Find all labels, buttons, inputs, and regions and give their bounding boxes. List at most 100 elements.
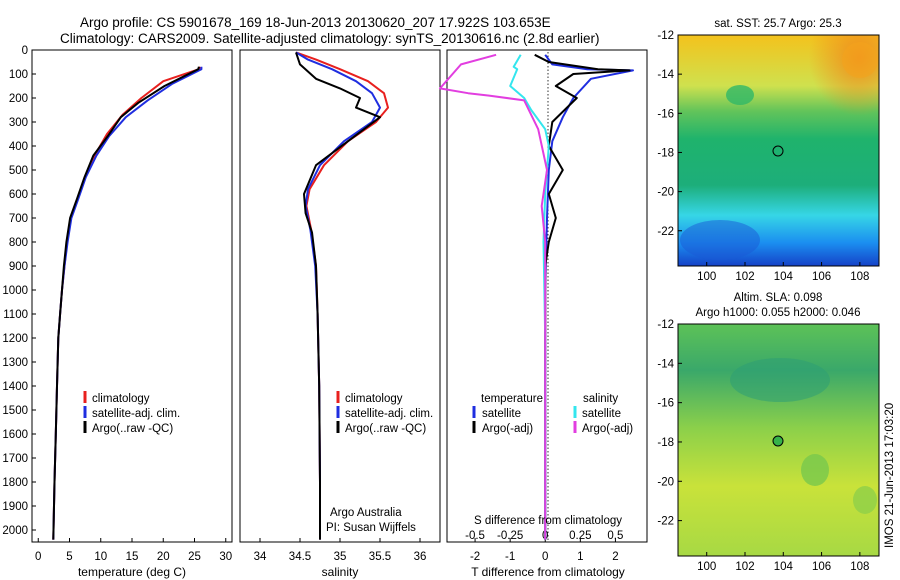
salinity-legend-argo: Argo(..raw -QC) bbox=[345, 423, 426, 435]
sla-lon-tick-label: 100 bbox=[697, 561, 716, 573]
salinity-legend-clim: climatology bbox=[345, 393, 403, 405]
salinity-series-clim bbox=[295, 51, 389, 540]
sla-lat-tick-label: -16 bbox=[657, 398, 674, 410]
temperature-legend-clim: climatology bbox=[92, 393, 150, 405]
salinity-legend: climatology satellite-adj. clim. Argo(..… bbox=[336, 391, 433, 435]
salinity-frame bbox=[239, 49, 441, 543]
sst-lat-tick-label: -18 bbox=[657, 147, 674, 159]
sst-map-warm-eddy bbox=[842, 42, 878, 78]
difference-series-argo bbox=[534, 53, 631, 540]
difference-legend-ssat: satellite bbox=[582, 408, 621, 420]
depth-tick-label: 600 bbox=[9, 189, 28, 201]
sst-lat-tick-label: -14 bbox=[657, 69, 674, 81]
salinity-series-argo bbox=[295, 52, 381, 540]
difference-top-tick-label: 0.5 bbox=[607, 530, 623, 542]
sla-map-frame bbox=[677, 323, 880, 557]
sla-lat-tick-label: -18 bbox=[657, 437, 674, 449]
depth-tick-label: 1600 bbox=[2, 429, 28, 441]
salinity-xtick-label: 34.5 bbox=[289, 551, 311, 563]
difference-xlabel-top: S difference from climatology bbox=[474, 515, 622, 527]
depth-tick-label: 1400 bbox=[2, 381, 28, 393]
sst-map-title: sat. SST: 25.7 Argo: 25.3 bbox=[714, 18, 841, 30]
sst-lat-tick-label: -22 bbox=[657, 226, 674, 238]
difference-series-sal_sat bbox=[509, 54, 550, 540]
salinity-xtick-label: 34 bbox=[254, 551, 267, 563]
sst-lon-tick-label: 108 bbox=[850, 271, 869, 283]
salinity-xtick-label: 35.5 bbox=[369, 551, 391, 563]
salinity-panel: 34 34.5 35 35.5 36 salinity climatology sate… bbox=[239, 49, 441, 579]
difference-xtick-label: 0 bbox=[542, 551, 548, 563]
difference-xlabel: T difference from climatology bbox=[471, 565, 625, 579]
sst-map-frame bbox=[677, 34, 880, 267]
depth-tick-label: 700 bbox=[9, 213, 28, 225]
sst-argo-marker bbox=[772, 145, 784, 157]
difference-legend: temperature salinity satellite Argo(-adj… bbox=[472, 393, 633, 435]
depth-tick-label: 300 bbox=[9, 117, 28, 129]
depth-tick-label: 2000 bbox=[2, 525, 28, 537]
figure-title-line1: Argo profile: CS 5901678_169 18-Jun-2013… bbox=[80, 15, 551, 30]
difference-legend-title-temp: temperature bbox=[481, 393, 543, 405]
sla-map-eddy1 bbox=[801, 454, 829, 486]
sla-lon-tick-label: 108 bbox=[850, 561, 869, 573]
difference-top-tick-label: 0.25 bbox=[569, 530, 591, 542]
depth-tick-label: 1000 bbox=[2, 285, 28, 297]
sst-map: sat. SST: 25.7 Argo: 25.3 -12 -14 -16 -18 -2… bbox=[657, 18, 880, 283]
depth-tick-label: 1500 bbox=[2, 405, 28, 417]
difference-xtick-label: 2 bbox=[612, 551, 618, 563]
temperature-xtick-label: 5 bbox=[66, 551, 72, 563]
depth-tick-label: 1800 bbox=[2, 477, 28, 489]
sst-lon-tick-label: 102 bbox=[735, 271, 754, 283]
temperature-legend: climatology satellite-adj. clim. Argo(..… bbox=[83, 391, 180, 435]
temperature-xtick-label: 20 bbox=[157, 551, 170, 563]
salinity-xtick-label: 36 bbox=[414, 551, 427, 563]
sst-map-cool-eddy bbox=[726, 85, 754, 105]
depth-tick-label: 1100 bbox=[3, 309, 28, 321]
salinity-xtick-label: 35 bbox=[334, 551, 347, 563]
depth-tick-label: 200 bbox=[9, 93, 28, 105]
temperature-xlabel: temperature (deg C) bbox=[78, 565, 186, 579]
temperature-legend-sat: satellite-adj. clim. bbox=[92, 408, 180, 420]
sla-map-title1: Altim. SLA: 0.098 bbox=[734, 292, 823, 304]
sla-map-title2: Argo h1000: 0.055 h2000: 0.046 bbox=[696, 307, 861, 319]
difference-series-sat bbox=[544, 54, 634, 540]
sst-lat-tick-label: -12 bbox=[657, 30, 674, 42]
sla-lat-tick-label: -20 bbox=[657, 476, 674, 488]
depth-tick-label: 1700 bbox=[2, 453, 28, 465]
sst-lon-tick-label: 104 bbox=[774, 271, 794, 283]
salinity-xlabel: salinity bbox=[322, 565, 359, 579]
salinity-annotation-line2: PI: Susan Wijffels bbox=[326, 522, 416, 534]
difference-top-tick-label: -0.25 bbox=[497, 530, 523, 542]
sla-map-eddy2 bbox=[853, 486, 877, 514]
temperature-series-sat bbox=[52, 66, 203, 540]
sla-lat-tick-label: -12 bbox=[657, 319, 674, 331]
sla-lon-tick-label: 102 bbox=[735, 561, 754, 573]
sla-lon-tick-label: 104 bbox=[774, 561, 794, 573]
difference-top-tick-label: -0.5 bbox=[465, 530, 485, 542]
salinity-legend-sat: satellite-adj. clim. bbox=[345, 408, 433, 420]
depth-tick-label: 1200 bbox=[2, 333, 28, 345]
temperature-xtick-label: 0 bbox=[35, 551, 41, 563]
difference-panel: -2 -1 0 1 2-0.5 -0.25 0 0.25 0.5 T difference fr… bbox=[439, 49, 648, 579]
depth-tick-label: 500 bbox=[9, 165, 28, 177]
depth-tick-label: 1900 bbox=[2, 501, 28, 513]
temperature-xtick-label: 10 bbox=[94, 551, 107, 563]
difference-xtick-label: -1 bbox=[505, 551, 515, 563]
depth-tick-label: 900 bbox=[9, 261, 28, 273]
sla-lat-tick-label: -22 bbox=[657, 516, 674, 528]
depth-tick-label: 800 bbox=[9, 237, 28, 249]
sla-lon-tick-label: 106 bbox=[812, 561, 831, 573]
sst-map-cold-patch bbox=[680, 220, 760, 260]
sst-lat-tick-label: -20 bbox=[657, 187, 674, 199]
salinity-annotation-line1: Argo Australia bbox=[330, 507, 402, 519]
depth-tick-label: 400 bbox=[9, 141, 28, 153]
difference-legend-title-sal: salinity bbox=[583, 393, 618, 405]
depth-tick-label: 1300 bbox=[2, 357, 28, 369]
depth-tick-label: 100 bbox=[9, 69, 28, 81]
difference-legend-tsat: satellite bbox=[482, 408, 521, 420]
difference-legend-sargo: Argo(-adj) bbox=[582, 423, 633, 435]
difference-xtick-label: 1 bbox=[577, 551, 583, 563]
depth-tick-label: 0 bbox=[22, 45, 28, 57]
sla-argo-marker bbox=[772, 435, 784, 447]
difference-xtick-label: -2 bbox=[470, 551, 480, 563]
